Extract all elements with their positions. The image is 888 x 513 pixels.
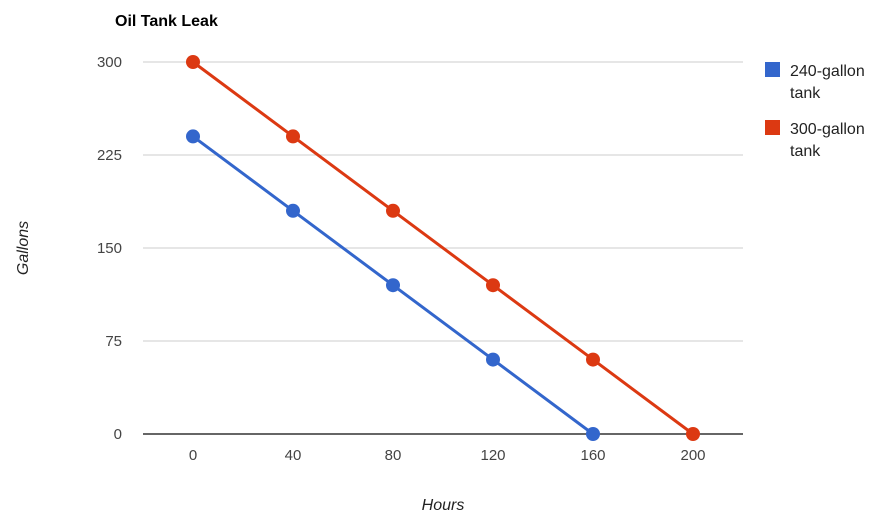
x-tick-label: 200 [680, 447, 705, 464]
legend-label: tank [790, 143, 821, 160]
legend-label: 240-gallon [790, 63, 865, 80]
y-tick-label: 225 [97, 147, 122, 164]
y-tick-label: 0 [114, 426, 122, 443]
x-tick-label: 160 [580, 447, 605, 464]
data-point [286, 129, 300, 144]
data-point [286, 203, 300, 218]
x-axis-ticks: 0 40 80 120 160 200 [189, 447, 706, 464]
legend-swatch [765, 62, 780, 77]
x-tick-label: 120 [480, 447, 505, 464]
x-tick-label: 0 [189, 447, 197, 464]
data-point [586, 352, 600, 367]
y-tick-label: 75 [105, 333, 122, 350]
data-point [186, 129, 200, 144]
series-line-1 [191, 60, 695, 436]
data-point [586, 427, 600, 441]
legend-item: 240-gallon tank [765, 62, 865, 102]
y-axis-title: Gallons [15, 221, 32, 275]
legend-swatch [765, 120, 780, 135]
x-tick-label: 40 [285, 447, 302, 464]
data-point [686, 427, 700, 441]
data-point [186, 55, 200, 69]
data-point [386, 278, 400, 293]
series-points [186, 55, 700, 441]
y-tick-label: 150 [97, 240, 122, 257]
y-axis-ticks: 0 75 150 225 300 [97, 54, 122, 443]
legend: 240-gallon tank 300-gallon tank [765, 62, 865, 160]
legend-item: 300-gallon tank [765, 120, 865, 160]
y-tick-label: 300 [97, 54, 122, 71]
x-axis-title: Hours [422, 497, 465, 513]
data-point [486, 352, 500, 367]
chart-title: Oil Tank Leak [115, 13, 218, 30]
legend-label: 300-gallon [790, 121, 865, 138]
data-point [386, 203, 400, 218]
gridlines [143, 61, 743, 342]
x-tick-label: 80 [385, 447, 402, 464]
data-point [486, 278, 500, 293]
legend-label: tank [790, 85, 821, 102]
